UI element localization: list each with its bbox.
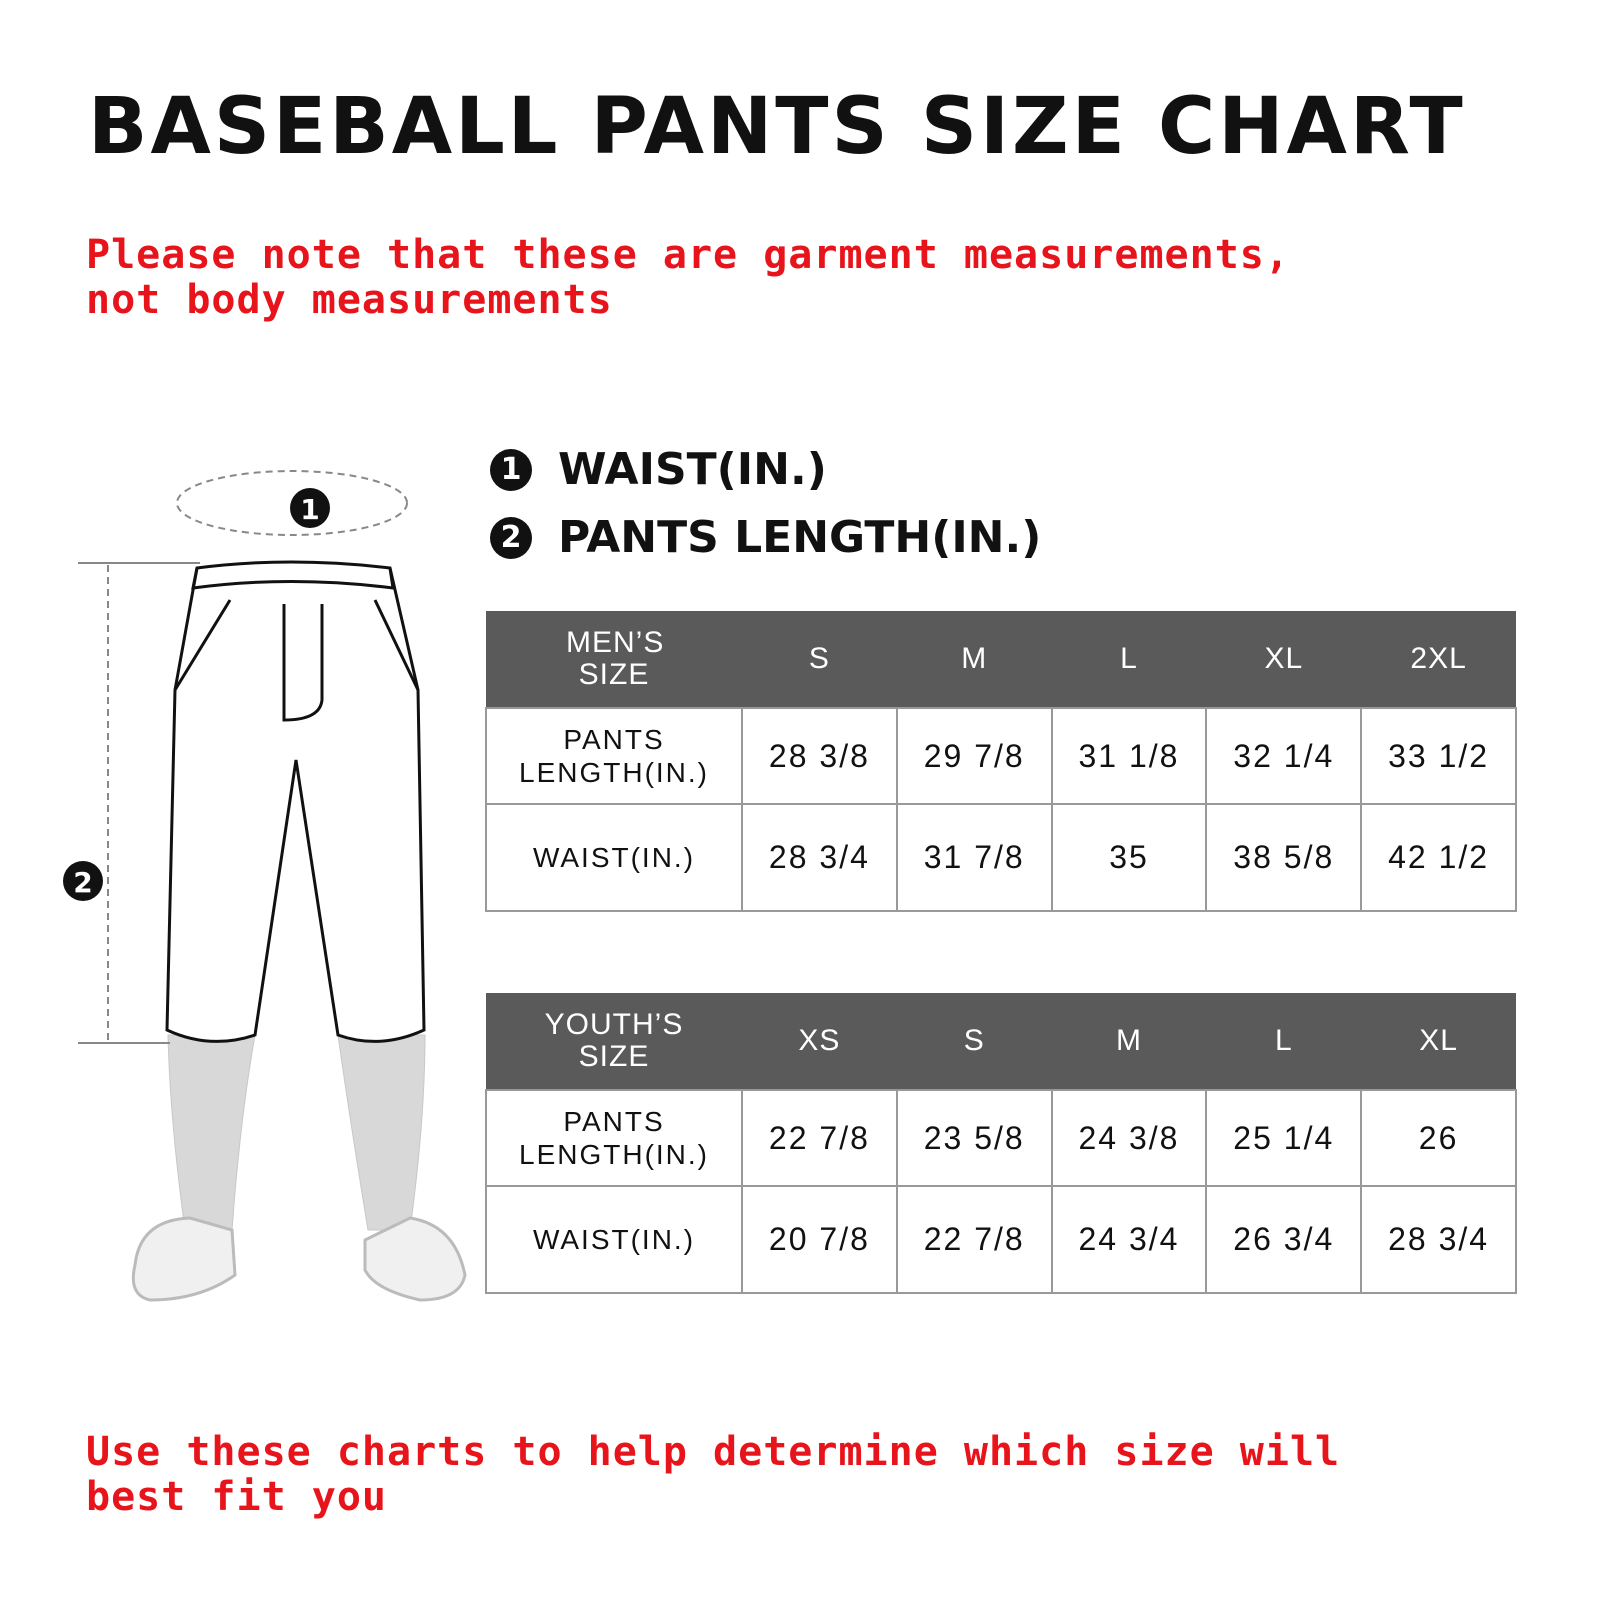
youth-size-table: YOUTH’S SIZE XS S M L XL PANTS LENGTH(IN.) 2… — [485, 993, 1517, 1294]
legend-label: PANTS LENGTH(IN.) — [558, 512, 1042, 563]
socks — [167, 1034, 426, 1231]
header-cell: S — [742, 611, 897, 708]
cell: 24 3/4 — [1050, 1185, 1208, 1294]
cell: 22 7/8 — [741, 1089, 898, 1187]
note-top: Please note that these are garment measu… — [86, 232, 1290, 323]
legend-label: WAIST(IN.) — [558, 444, 827, 495]
legend-waist: 1 WAIST(IN.) — [490, 444, 827, 495]
header-cell: 2XL — [1361, 611, 1516, 708]
header-cell: XL — [1361, 993, 1516, 1090]
marker-1-icon: 1 — [290, 488, 330, 528]
cell: 28 3/8 — [741, 707, 898, 805]
svg-text:2: 2 — [73, 866, 92, 899]
row-label: PANTS LENGTH(IN.) — [485, 1089, 743, 1187]
table-row: WAIST(IN.) 20 7/8 22 7/8 24 3/4 26 3/4 28 3/… — [485, 1185, 1517, 1294]
cell: 28 3/4 — [741, 803, 898, 912]
header-cell: XL — [1206, 611, 1362, 708]
pants-illustration: 1 2 — [63, 470, 467, 1302]
svg-text:1: 1 — [300, 493, 319, 526]
marker-1-icon: 1 — [490, 448, 532, 491]
table-row: WAIST(IN.) 28 3/4 31 7/8 35 38 5/8 42 1/2 — [485, 803, 1517, 912]
header-cell: MEN’S SIZE — [486, 611, 742, 708]
row-label: PANTS LENGTH(IN.) — [485, 707, 743, 805]
header-cell: S — [896, 993, 1052, 1090]
header-cell: XS — [742, 993, 897, 1090]
cell: 28 3/4 — [1360, 1185, 1517, 1294]
legend-length: 2 PANTS LENGTH(IN.) — [490, 512, 1041, 563]
cell: 38 5/8 — [1205, 803, 1363, 912]
row-label: WAIST(IN.) — [485, 803, 743, 912]
cell: 31 1/8 — [1050, 707, 1208, 805]
shoes — [131, 1216, 467, 1302]
waist-measure-line — [176, 470, 408, 536]
cell: 35 — [1050, 803, 1208, 912]
cell: 20 7/8 — [741, 1185, 898, 1294]
marker-2-icon: 2 — [490, 516, 532, 559]
cell: 33 1/2 — [1360, 707, 1517, 805]
cell: 23 5/8 — [895, 1089, 1053, 1187]
cell: 29 7/8 — [895, 707, 1053, 805]
pants-outline — [165, 560, 426, 1043]
cell: 32 1/4 — [1205, 707, 1363, 805]
cell: 25 1/4 — [1205, 1089, 1363, 1187]
cell: 31 7/8 — [895, 803, 1053, 912]
cell: 22 7/8 — [895, 1185, 1053, 1294]
page-title: BASEBALL PANTS SIZE CHART — [88, 82, 1466, 172]
header-cell: YOUTH’S SIZE — [486, 993, 742, 1090]
cell: 42 1/2 — [1360, 803, 1517, 912]
header-cell: M — [896, 611, 1052, 708]
row-label: WAIST(IN.) — [485, 1185, 743, 1294]
cell: 26 3/4 — [1205, 1185, 1363, 1294]
cell: 26 — [1360, 1089, 1517, 1187]
header-cell: L — [1051, 611, 1207, 708]
note-bottom: Use these charts to help determine which… — [86, 1429, 1341, 1520]
table-row: PANTS LENGTH(IN.) 22 7/8 23 5/8 24 3/8 25 1… — [485, 1089, 1517, 1187]
header-cell: L — [1206, 993, 1362, 1090]
table-row: PANTS LENGTH(IN.) 28 3/8 29 7/8 31 1/8 32 1… — [485, 707, 1517, 805]
cell: 24 3/8 — [1050, 1089, 1208, 1187]
marker-2-icon: 2 — [63, 861, 103, 901]
header-cell: M — [1051, 993, 1207, 1090]
mens-size-table: MEN’S SIZE S M L XL 2XL PANTS LENGTH(IN.) 28… — [485, 611, 1517, 912]
